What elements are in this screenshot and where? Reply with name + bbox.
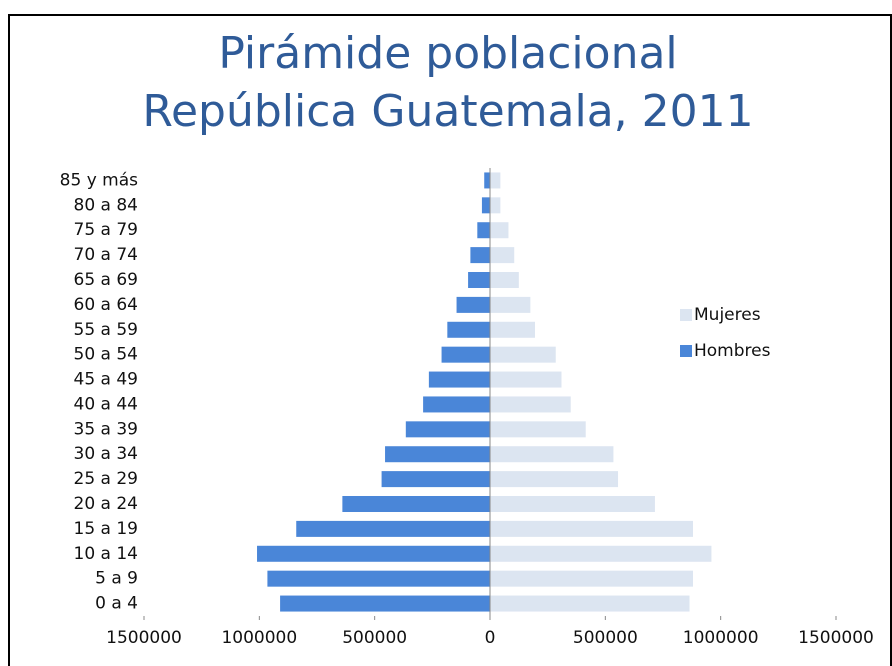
bar [428,371,490,388]
bar [490,346,556,363]
bar [490,570,693,587]
bar [447,321,490,338]
y-tick-label: 35 a 39 [74,419,139,439]
bar [490,321,535,338]
legend-swatch [680,345,692,357]
bar [490,496,655,512]
y-tick-label: 65 a 69 [74,270,139,290]
bar [423,396,490,413]
bar [490,446,614,463]
bar [490,172,501,189]
bar [405,421,490,438]
legend-label: Hombres [694,341,771,361]
bar [490,296,531,313]
y-tick-label: 50 a 54 [74,345,139,365]
bar [490,272,519,288]
x-tick-label: 1000000 [221,628,297,648]
y-tick-label: 75 a 79 [74,220,139,240]
y-tick-label: 20 a 24 [74,494,139,514]
y-tick-label: 80 a 84 [74,195,139,215]
bar [490,247,515,264]
bar [490,545,712,562]
bar [477,222,490,239]
x-tick-label: 0 [485,628,496,648]
bar [267,570,490,587]
y-tick-label: 85 y más [60,170,138,190]
y-tick-label: 40 a 44 [74,394,139,414]
bar [490,396,571,413]
bar [490,595,690,612]
y-tick-label: 55 a 59 [74,320,139,340]
bar [468,272,490,288]
x-tick-label: 500000 [573,628,638,648]
bar [481,197,490,214]
y-tick-label: 60 a 64 [74,295,139,315]
y-tick-label: 0 a 4 [95,594,138,614]
bar [470,247,490,264]
bar [381,471,490,488]
bar [490,222,509,239]
chart-title: República Guatemala, 2011 [142,86,753,137]
bar [490,520,693,537]
y-tick-label: 45 a 49 [74,370,139,390]
bar [441,346,490,363]
bar [490,197,501,214]
legend-swatch [680,309,692,321]
bar [490,471,619,488]
y-tick-label: 15 a 19 [74,519,139,539]
y-tick-label: 25 a 29 [74,469,139,489]
bar [385,446,490,463]
y-tick-label: 10 a 14 [74,544,139,564]
legend-label: Mujeres [694,305,761,325]
y-tick-label: 30 a 34 [74,444,139,464]
x-tick-label: 1500000 [106,628,182,648]
x-tick-label: 1500000 [798,628,874,648]
bar [257,545,490,562]
bar [296,520,490,537]
bar [490,421,586,438]
x-tick-label: 500000 [342,628,407,648]
y-tick-label: 5 a 9 [95,569,138,589]
bar [456,296,490,313]
x-tick-label: 1000000 [683,628,759,648]
y-tick-label: 70 a 74 [74,245,139,265]
bar [484,172,490,189]
bar [280,595,490,612]
chart-title: Pirámide poblacional [218,28,677,79]
bar [490,371,562,388]
bar [342,496,490,512]
